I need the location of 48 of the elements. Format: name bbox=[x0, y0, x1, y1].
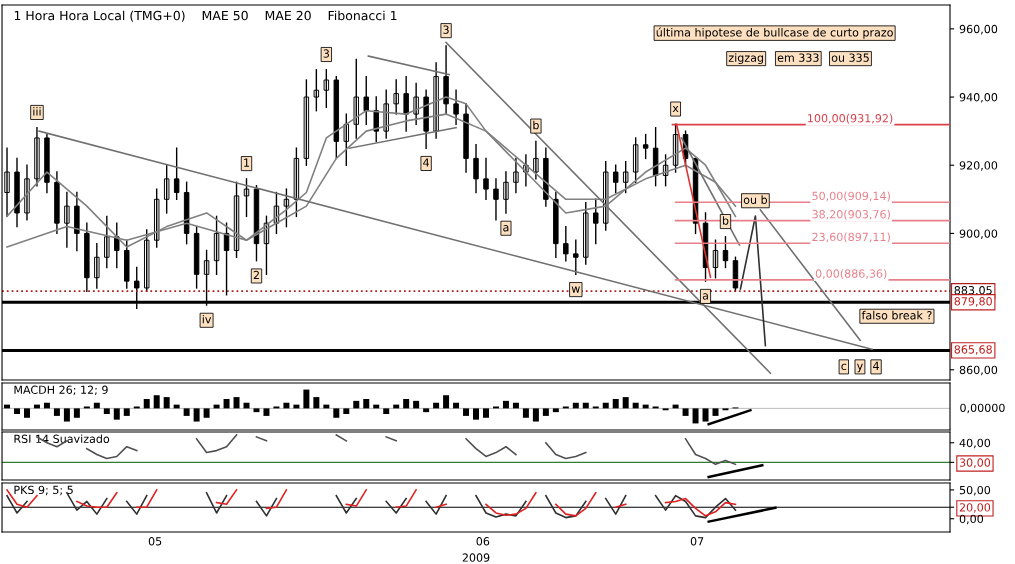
annotation: b bbox=[722, 216, 729, 225]
annotation: 4 bbox=[873, 361, 879, 370]
annotation: falso break ? bbox=[861, 310, 932, 320]
annotation: zigzag bbox=[728, 53, 764, 64]
ref-line-label: 865,68 bbox=[954, 345, 992, 355]
y-tick-label: 940,00 bbox=[959, 93, 998, 103]
annotation: 4 bbox=[423, 158, 430, 167]
annotation: última hipotese de bullcase de curto prazo bbox=[656, 27, 893, 39]
y-tick-label: 960,00 bbox=[959, 24, 998, 35]
annotation: iv bbox=[202, 314, 212, 324]
x-tick-label: 06 bbox=[476, 537, 490, 546]
annotation: ou 335 bbox=[831, 53, 869, 62]
annotation: y bbox=[856, 363, 863, 373]
text: 0,00000 bbox=[960, 403, 1005, 414]
annotation: 1 bbox=[244, 158, 250, 167]
x-axis-title: 2009 bbox=[462, 553, 490, 562]
series-label: 100,00(931,92) bbox=[808, 113, 893, 124]
y-tick-label: 860,00 bbox=[959, 365, 998, 376]
annotation: ou b bbox=[743, 195, 768, 204]
annotation: w bbox=[571, 286, 580, 293]
series-label: 38,20(903,76) bbox=[812, 209, 890, 220]
y-tick-label: 900,00 bbox=[959, 229, 998, 239]
annotation: x bbox=[672, 106, 679, 113]
annotation: a bbox=[702, 293, 708, 300]
y-tick-label: 40,00 bbox=[959, 438, 991, 449]
chart-title: MACDH 26; 12; 9 bbox=[14, 385, 108, 396]
chart-title: PKS 9; 5; 5 bbox=[14, 485, 73, 496]
annotation: c bbox=[841, 363, 847, 371]
x-tick-label: 05 bbox=[148, 537, 162, 546]
annotation: 3 bbox=[323, 49, 329, 58]
series-label: 50,00(909,14) bbox=[812, 191, 890, 202]
y-tick-label: 20,00 bbox=[959, 503, 991, 513]
series-label: 23,60(897,11) bbox=[812, 232, 890, 243]
annotation: 2 bbox=[253, 270, 259, 280]
annotation: iii bbox=[33, 107, 41, 116]
annotation: b bbox=[533, 120, 539, 130]
annotation: a bbox=[503, 225, 509, 232]
chart-title: 1 Hora Hora Local (TMG+0) MAE 50 MAE 20 Fibonacci 1 bbox=[14, 10, 397, 22]
ref-line-label: 879,80 bbox=[954, 297, 992, 307]
y-tick-label: 30,00 bbox=[959, 458, 991, 468]
y-tick-label: 920,00 bbox=[959, 161, 998, 171]
series-label: 0,00(886,36) bbox=[815, 269, 887, 280]
x-tick-label: 07 bbox=[690, 537, 704, 546]
ref-line-label: 883,05 bbox=[954, 286, 992, 296]
y-tick-label: 50,00 bbox=[959, 485, 991, 496]
annotation: 3 bbox=[443, 25, 449, 34]
annotation: em 333 bbox=[777, 53, 819, 62]
y-tick-label: 0,00 bbox=[959, 514, 984, 525]
